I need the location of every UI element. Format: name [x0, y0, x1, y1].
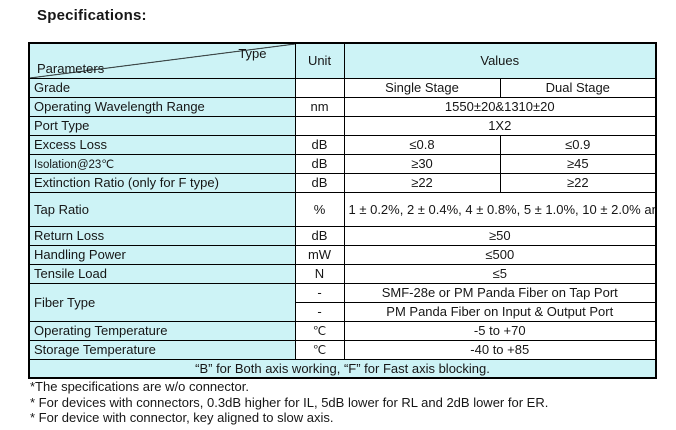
page-title: Specifications: [37, 7, 147, 24]
row-fiber-type-2: - PM Panda Fiber on Input & Output Port [29, 301, 657, 322]
value-cell: ≤5 [343, 263, 657, 284]
value-cell: -40 to +85 [343, 339, 657, 360]
row-port-type: Port Type 1X2 [28, 115, 657, 136]
row-return-loss: Return Loss dB ≥50 [28, 225, 657, 246]
param-cell: Handling Power [28, 244, 296, 265]
footnotes: *The specifications are w/o connector. *… [30, 379, 548, 426]
unit-cell: N [294, 263, 345, 284]
unit-cell: - [294, 282, 345, 303]
row-handling-power: Handling Power mW ≤500 [28, 244, 657, 265]
value-cell: ≥22 [343, 172, 501, 193]
specifications-table: Type Parameters Unit Values Grade Single… [28, 42, 658, 379]
value-cell: 1 ± 0.2%, 2 ± 0.4%, 4 ± 0.8%, 5 ± 1.0%, … [343, 191, 657, 227]
value-cell: ≥50 [343, 225, 657, 246]
row-grade: Grade Single Stage Dual Stage [28, 77, 657, 98]
param-cell: Tap Ratio [28, 191, 296, 227]
param-cell: Extinction Ratio (only for F type) [28, 172, 296, 193]
footnote-line: * For device with connector, key aligned… [30, 410, 334, 425]
value-cell: PM Panda Fiber on Input & Output Port [343, 301, 657, 322]
unit-cell: mW [294, 244, 345, 265]
value-cell: ≥22 [499, 172, 657, 193]
row-operating-wavelength-range: Operating Wavelength Range nm 1550±20&13… [28, 96, 657, 117]
unit-cell: dB [294, 172, 345, 193]
param-cell: Operating Temperature [28, 320, 296, 341]
footer-note-cell: “B” for Both axis working, “F” for Fast … [28, 358, 657, 379]
param-cell: Storage Temperature [28, 339, 296, 360]
footnote-line: *The specifications are w/o connector. [30, 379, 249, 394]
value-cell: 1550±20&1310±20 [343, 96, 657, 117]
param-cell: Tensile Load [28, 263, 296, 284]
value-cell: ≤0.9 [499, 134, 657, 155]
value-cell: ≤0.8 [343, 134, 501, 155]
row-operating-temperature: Operating Temperature ℃ -5 to +70 [28, 320, 657, 341]
unit-cell: ℃ [294, 320, 345, 341]
unit-cell [294, 77, 345, 98]
value-cell: ≥30 [343, 153, 501, 174]
row-footer-note: “B” for Both axis working, “F” for Fast … [28, 358, 657, 379]
value-cell: Dual Stage [499, 77, 657, 98]
unit-cell: - [294, 301, 345, 322]
value-cell: -5 to +70 [343, 320, 657, 341]
value-cell: SMF-28e or PM Panda Fiber on Tap Port [343, 282, 657, 303]
unit-cell: nm [294, 96, 345, 117]
value-cell: Single Stage [343, 77, 501, 98]
row-extinction-ratio: Extinction Ratio (only for F type) dB ≥2… [28, 172, 657, 193]
param-cell: Operating Wavelength Range [28, 96, 296, 117]
header-parameters-label: Parameters [37, 60, 105, 76]
value-cell: ≤500 [343, 244, 657, 265]
header-parameters-type-cell: Type Parameters [28, 42, 296, 79]
row-isolation: Isolation@23℃ dB ≥30 ≥45 [28, 153, 657, 174]
footnote-line: * For devices with connectors, 0.3dB hig… [30, 394, 549, 410]
param-cell: Port Type [28, 115, 296, 136]
unit-cell [294, 115, 345, 136]
table-header-row: Type Parameters Unit Values [28, 42, 657, 79]
row-tap-ratio: Tap Ratio % 1 ± 0.2%, 2 ± 0.4%, 4 ± 0.8%… [28, 191, 657, 227]
unit-cell: ℃ [294, 339, 345, 360]
unit-cell: dB [294, 134, 345, 155]
header-unit-cell: Unit [294, 42, 345, 79]
param-cell: Grade [28, 77, 296, 98]
unit-cell: % [294, 191, 345, 227]
param-cell: Excess Loss [28, 134, 296, 155]
value-cell: ≥45 [499, 153, 657, 174]
unit-cell: dB [294, 153, 345, 174]
row-fiber-type: Fiber Type - SMF-28e or PM Panda Fiber o… [28, 282, 657, 322]
value-cell: 1X2 [343, 115, 657, 136]
param-cell: Isolation@23℃ [28, 153, 296, 174]
row-storage-temperature: Storage Temperature ℃ -40 to +85 [28, 339, 657, 360]
param-cell: Fiber Type [28, 282, 296, 322]
row-excess-loss: Excess Loss dB ≤0.8 ≤0.9 [28, 134, 657, 155]
unit-cell: dB [294, 225, 345, 246]
row-tensile-load: Tensile Load N ≤5 [28, 263, 657, 284]
header-type-label: Type [238, 46, 267, 61]
header-values-cell: Values [343, 42, 657, 79]
param-cell: Return Loss [28, 225, 296, 246]
